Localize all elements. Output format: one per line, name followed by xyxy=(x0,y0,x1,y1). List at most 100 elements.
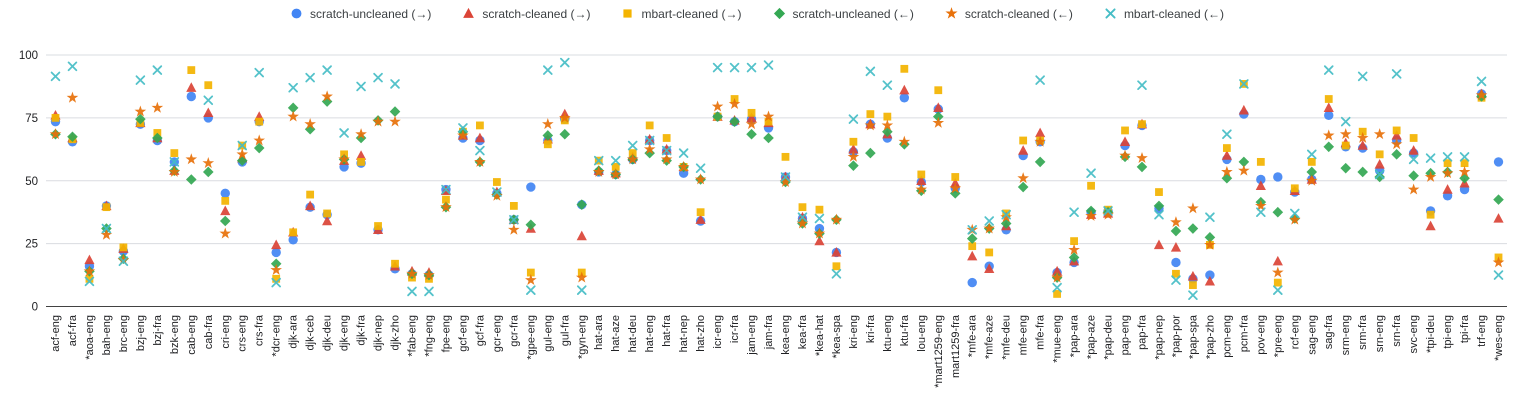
data-point xyxy=(1001,209,1011,220)
data-point xyxy=(1256,207,1266,217)
data-point xyxy=(968,242,977,251)
data-point xyxy=(1238,104,1249,115)
data-point xyxy=(1155,188,1163,196)
legend-item-mbart-cleaned[interactable]: mbart-cleaned (←) xyxy=(1103,6,1224,21)
data-point xyxy=(168,165,181,177)
data-point xyxy=(1357,140,1368,150)
data-point xyxy=(186,174,197,185)
data-point xyxy=(764,117,773,126)
data-point xyxy=(203,95,214,106)
data-point xyxy=(1204,232,1216,243)
data-point xyxy=(236,148,249,160)
data-point xyxy=(762,110,775,122)
data-point xyxy=(390,79,400,89)
data-point xyxy=(1000,211,1012,223)
data-point xyxy=(1441,167,1454,179)
data-point xyxy=(85,274,94,283)
data-point xyxy=(202,157,215,169)
x-tick-label: gul-fra xyxy=(559,314,571,346)
data-point xyxy=(1357,166,1368,178)
x-tick-label: gcr-eng xyxy=(491,315,503,352)
x-tick-label: bah-eng xyxy=(101,315,113,355)
data-point xyxy=(560,116,569,125)
data-point xyxy=(1222,129,1232,140)
x-tick-label: icr-fra xyxy=(729,314,741,343)
data-point xyxy=(1289,208,1300,219)
x-tick-label: *pap-aze xyxy=(1086,315,1098,359)
data-point xyxy=(526,268,535,277)
data-point xyxy=(169,157,180,167)
data-point xyxy=(542,118,554,130)
data-point xyxy=(797,212,808,223)
x-tick-label: bzj-fra xyxy=(152,314,164,345)
data-point xyxy=(558,111,571,123)
data-point xyxy=(746,62,757,73)
legend-item-scratch-cleaned[interactable]: scratch-cleaned (→) xyxy=(461,6,590,21)
data-point xyxy=(236,155,248,166)
x-tick-label: *dcr-eng xyxy=(271,315,283,357)
data-point xyxy=(407,286,417,297)
data-point xyxy=(866,110,875,119)
x-tick-label: kea-eng xyxy=(780,315,792,355)
data-point xyxy=(849,137,858,146)
data-point xyxy=(304,118,316,130)
data-point xyxy=(423,268,435,280)
data-point xyxy=(1255,180,1266,190)
square-icon xyxy=(623,9,633,18)
legend-label: mbart-cleaned (→) xyxy=(641,6,742,21)
x-tick-label: tpi-eng xyxy=(1442,315,1454,349)
x-tick-label: *pap-spa xyxy=(1187,314,1199,359)
legend-item-mbart-cleaned[interactable]: mbart-cleaned (→) xyxy=(620,6,742,21)
data-point xyxy=(491,189,503,201)
data-point xyxy=(644,135,655,146)
x-tick-label: hat-fra xyxy=(661,314,673,347)
y-tick-label: 0 xyxy=(32,302,38,314)
data-point xyxy=(915,183,928,195)
x-tick-label: *pap-ara xyxy=(1069,314,1081,357)
data-point xyxy=(152,65,163,75)
data-point xyxy=(442,195,450,204)
data-point xyxy=(526,285,536,295)
x-tick-label: *tpi-deu xyxy=(1425,315,1437,353)
data-point xyxy=(1019,136,1028,145)
data-point xyxy=(949,182,962,194)
data-point xyxy=(1053,290,1062,298)
data-point xyxy=(1306,166,1318,178)
diamond-icon xyxy=(773,7,785,20)
triangle-icon xyxy=(463,7,475,18)
data-point xyxy=(1408,154,1419,165)
data-point xyxy=(1324,110,1334,121)
data-point xyxy=(474,132,486,143)
data-point xyxy=(1068,243,1080,255)
data-point xyxy=(1221,165,1233,177)
data-point xyxy=(1085,209,1097,221)
x-tick-label: crs-fra xyxy=(254,314,266,346)
data-point xyxy=(1408,145,1419,155)
x-tick-label: hat-ara xyxy=(593,314,605,350)
data-point xyxy=(1205,270,1215,280)
data-point xyxy=(1187,202,1199,214)
x-tick-label: mfe-fra xyxy=(1035,314,1047,350)
legend-item-scratch-cleaned[interactable]: scratch-cleaned (←) xyxy=(944,6,1073,21)
data-point xyxy=(1357,71,1368,82)
data-point xyxy=(221,196,230,205)
x-tick-label: hat-aze xyxy=(610,315,622,352)
y-tick-label: 100 xyxy=(19,50,38,62)
data-point xyxy=(1324,95,1333,103)
data-point xyxy=(645,121,654,130)
data-point xyxy=(644,147,655,159)
data-point xyxy=(1035,127,1046,138)
data-point xyxy=(627,140,638,151)
data-point xyxy=(1238,156,1250,168)
x-tick-label: pcm-fra xyxy=(1238,314,1250,352)
legend-item-scratch-uncleaned[interactable]: scratch-uncleaned (→) xyxy=(289,6,431,21)
x-tick-label: pap-eng xyxy=(1120,315,1132,355)
x-tick-label: djk-eng xyxy=(339,315,351,351)
legend-item-scratch-uncleaned[interactable]: scratch-uncleaned (←) xyxy=(772,6,914,21)
data-point xyxy=(374,222,382,230)
x-tick-label: *mue-eng xyxy=(1052,315,1064,363)
data-point xyxy=(813,227,826,239)
data-point xyxy=(1358,127,1367,136)
x-tick-label: rcf-eng xyxy=(1289,315,1301,349)
